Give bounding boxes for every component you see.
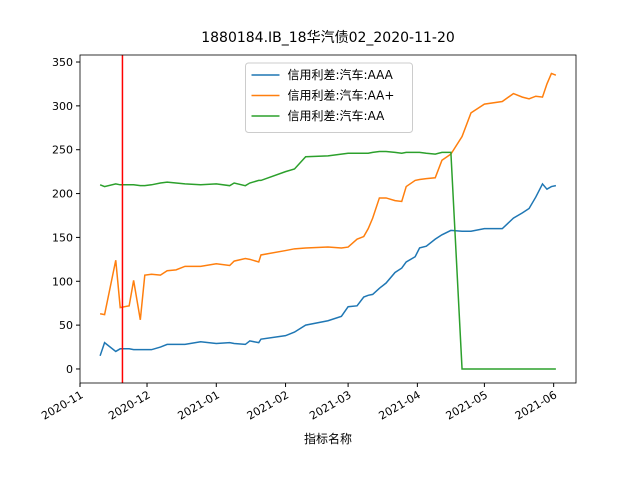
x-tick-label: 2021-05 (444, 388, 490, 422)
y-tick-label: 0 (66, 363, 73, 376)
x-tick-label: 2021-02 (245, 388, 291, 422)
legend-label: 信用利差:汽车:AAA (288, 67, 394, 82)
legend-label: 信用利差:汽车:AA+ (288, 88, 395, 103)
legend-label: 信用利差:汽车:AA (288, 108, 386, 123)
y-tick-label: 300 (52, 100, 73, 113)
chart-title: 1880184.IB_18华汽债02_2020-11-20 (201, 30, 455, 46)
series-line (99, 150, 556, 370)
series-line (99, 72, 557, 320)
x-tick-label: 2021-06 (513, 388, 559, 422)
y-tick-label: 150 (52, 231, 73, 244)
x-axis-label: 指标名称 (304, 431, 352, 446)
y-tick-label: 100 (52, 275, 73, 288)
plot-frame (79, 54, 577, 384)
x-tick-label: 2021-03 (307, 388, 353, 422)
x-tick-label: 2020-12 (106, 388, 152, 422)
x-tick-label: 2021-01 (175, 388, 221, 422)
series-line (99, 182, 557, 357)
y-tick-label: 50 (59, 319, 73, 332)
y-tick-label: 250 (52, 144, 73, 157)
x-tick-label: 2020-11 (39, 388, 85, 422)
y-tick-label: 350 (52, 56, 73, 69)
legend-box (245, 62, 413, 133)
y-tick-label: 200 (52, 188, 73, 201)
x-tick-label: 2021-04 (377, 388, 423, 422)
